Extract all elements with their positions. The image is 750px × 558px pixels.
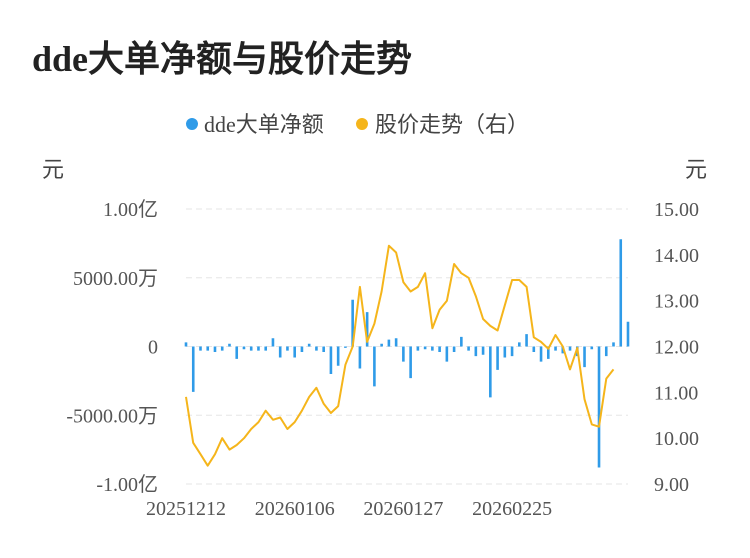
dde-bar-30 <box>402 346 405 362</box>
left-tick-label-3: -5000.00万 <box>66 405 158 427</box>
dde-bar-25 <box>365 312 369 347</box>
dde-bar-43 <box>496 346 499 370</box>
dde-bar-48 <box>532 346 536 352</box>
dde-bar-58 <box>604 346 608 357</box>
dde-bar-39 <box>467 346 470 351</box>
dde-bar-23 <box>351 299 354 347</box>
x-tick-label-2: 20260127 <box>363 498 443 520</box>
dde-bar-17 <box>307 343 311 347</box>
left-axis-ticks: 1.00亿 5000.00万 0 -5000.00万 -1.00亿 <box>66 198 158 496</box>
dde-bar-4 <box>213 346 217 352</box>
dde-bars <box>184 239 630 468</box>
price-line-path <box>185 244 615 467</box>
dde-bar-9 <box>249 346 253 351</box>
dde-bar-38 <box>460 336 463 347</box>
legend: dde大单净额 股价走势（右） <box>186 112 529 137</box>
dde-bar-33 <box>423 346 427 350</box>
legend-price-marker <box>356 118 368 130</box>
dde-bar-50 <box>546 346 550 359</box>
right-axis-ticks: 15.00 14.00 13.00 12.00 11.00 10.00 9.00 <box>654 199 699 496</box>
dde-bar-49 <box>539 346 543 362</box>
dde-bar-14 <box>286 346 289 351</box>
dde-bar-8 <box>242 346 246 350</box>
left-tick-label-4: -1.00亿 <box>96 473 158 496</box>
left-tick-label-0: 1.00亿 <box>103 198 158 221</box>
dde-bar-42 <box>489 346 492 398</box>
x-axis-ticks: 20251212 20260106 20260127 20260225 <box>146 498 552 520</box>
right-tick-label-5: 10.00 <box>654 428 699 450</box>
dde-bar-6 <box>228 343 231 347</box>
dde-bar-2 <box>199 346 202 351</box>
legend-dde-marker <box>186 118 198 130</box>
right-axis-unit: 元 <box>685 157 707 182</box>
dde-bar-7 <box>235 346 239 359</box>
dde-bar-10 <box>257 346 260 351</box>
dde-bar-11 <box>264 346 268 351</box>
dde-bar-52 <box>561 346 565 354</box>
dde-bar-31 <box>409 346 412 379</box>
dde-bar-16 <box>300 346 304 352</box>
dde-bar-0 <box>184 342 188 347</box>
dde-bar-35 <box>438 346 441 352</box>
dde-bar-26 <box>373 346 376 387</box>
x-tick-label-1: 20260106 <box>255 498 335 520</box>
right-tick-label-1: 14.00 <box>654 245 699 267</box>
dde-bar-47 <box>525 334 528 347</box>
dde-bar-61 <box>626 321 630 347</box>
dde-bar-45 <box>510 346 514 357</box>
dde-bar-19 <box>322 346 325 352</box>
dde-bar-13 <box>278 346 282 358</box>
legend-price-label: 股价走势（右） <box>375 112 529 137</box>
dde-bar-60 <box>619 239 623 347</box>
dde-bar-21 <box>336 346 340 366</box>
right-tick-label-0: 15.00 <box>654 199 699 221</box>
dde-bar-59 <box>612 342 615 347</box>
dde-bar-12 <box>271 338 275 347</box>
right-tick-label-4: 11.00 <box>654 382 698 404</box>
right-tick-label-2: 13.00 <box>654 291 699 313</box>
dde-bar-24 <box>358 346 362 369</box>
dde-bar-41 <box>481 346 485 355</box>
dde-bar-53 <box>568 346 572 351</box>
dde-bar-28 <box>387 339 391 347</box>
legend-dde-label: dde大单净额 <box>204 112 324 137</box>
dde-bar-20 <box>329 346 333 374</box>
dde-bar-18 <box>315 346 318 351</box>
dde-bar-44 <box>503 346 507 358</box>
x-tick-label-3: 20260225 <box>472 498 552 520</box>
dde-bar-15 <box>293 346 296 358</box>
dde-bar-29 <box>394 338 398 347</box>
right-tick-label-3: 12.00 <box>654 337 699 359</box>
page-title: dde大单净额与股价走势 <box>32 39 413 79</box>
dde-bar-37 <box>452 346 456 352</box>
dde-bar-51 <box>554 346 557 351</box>
left-axis-unit: 元 <box>42 157 64 182</box>
dde-bar-56 <box>590 346 594 350</box>
dde-bar-40 <box>474 346 478 357</box>
dde-bar-34 <box>431 346 434 351</box>
dde-bar-55 <box>583 346 586 368</box>
dde-bar-36 <box>445 346 449 362</box>
x-tick-label-0: 20251212 <box>146 498 226 520</box>
dde-bar-1 <box>191 346 195 392</box>
dde-bar-3 <box>206 346 210 351</box>
left-tick-label-1: 5000.00万 <box>73 268 158 290</box>
dde-bar-27 <box>380 343 383 347</box>
dde-bar-32 <box>416 346 420 351</box>
dde-bar-57 <box>597 346 601 468</box>
dde-bar-22 <box>344 346 347 348</box>
dde-bar-5 <box>220 346 224 351</box>
right-tick-label-6: 9.00 <box>654 474 689 496</box>
price-line <box>185 244 615 467</box>
dde-bar-46 <box>518 342 521 347</box>
left-tick-label-2: 0 <box>148 337 158 359</box>
